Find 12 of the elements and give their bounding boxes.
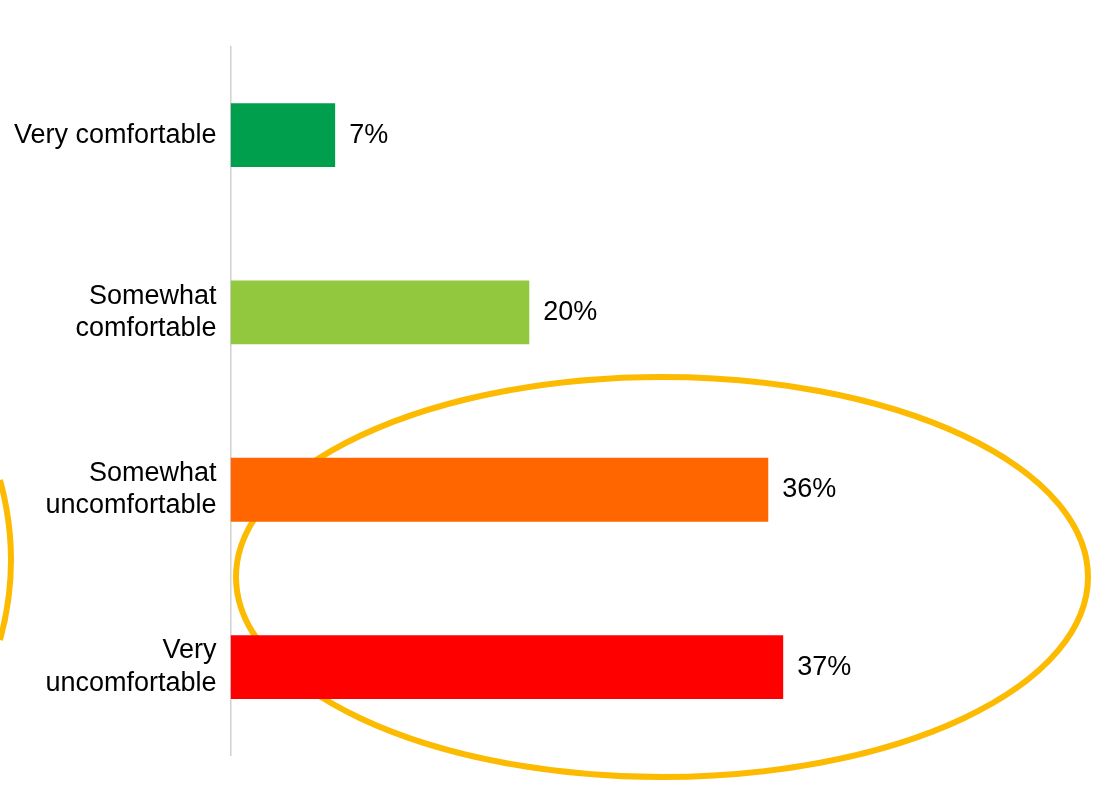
bar [230, 280, 530, 345]
data-label: 20% [543, 295, 598, 326]
data-label: 36% [782, 473, 837, 504]
y-tick-label: Very uncomfortable [45, 634, 218, 697]
data-label: 7% [349, 118, 389, 149]
y-tick-label: Very comfortable [14, 118, 217, 149]
bar [230, 635, 784, 700]
bar [230, 103, 336, 167]
y-tick-label: Somewhat comfortable [75, 279, 218, 343]
bar [230, 457, 769, 522]
y-tick-label: Somewhat uncomfortable [45, 457, 218, 520]
data-label: 37% [797, 650, 852, 681]
